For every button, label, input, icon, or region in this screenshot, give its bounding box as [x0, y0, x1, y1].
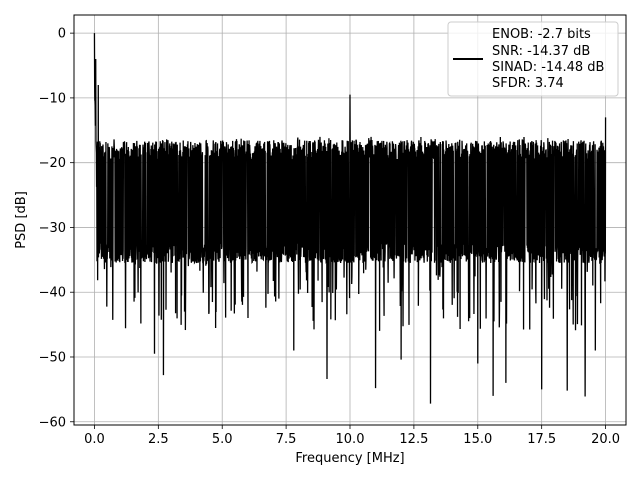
y-axis-label: PSD [dB]	[14, 191, 29, 249]
x-axis-label: Frequency [MHz]	[295, 451, 404, 466]
legend-sfdr: SFDR: 3.74	[492, 76, 564, 91]
y-tick-label: 0	[58, 27, 66, 42]
y-tick-label: −10	[39, 91, 66, 106]
legend: ENOB: -2.7 bits SNR: -14.37 dB SINAD: -1…	[447, 21, 619, 97]
x-tick-label: 12.5	[399, 432, 428, 447]
y-tick-label: −30	[39, 221, 66, 236]
legend-box	[447, 21, 619, 97]
x-tick-label: 0.0	[84, 432, 105, 447]
y-tick-label: −50	[39, 350, 66, 365]
y-tick-label: −60	[39, 415, 66, 430]
x-tick-label: 7.5	[276, 432, 297, 447]
x-tick-label: 10.0	[336, 432, 365, 447]
y-tick-label: −40	[39, 286, 66, 301]
x-tick-label: 20.0	[591, 432, 620, 447]
y-tick-label: −20	[39, 156, 66, 171]
legend-snr: SNR: -14.37 dB	[492, 44, 590, 59]
y-axis-ticks: 0 −10 −20 −30 −40 −50 −60	[39, 27, 74, 430]
plot-area	[93, 33, 607, 404]
psd-series-line	[93, 33, 607, 404]
x-tick-label: 17.5	[527, 432, 556, 447]
x-tick-label: 5.0	[212, 432, 233, 447]
x-axis-ticks: 0.0 2.5 5.0 7.5 10.0 12.5 15.0 17.5 20.0	[84, 425, 620, 447]
legend-enob: ENOB: -2.7 bits	[492, 27, 591, 42]
x-tick-label: 2.5	[148, 432, 169, 447]
legend-sinad: SINAD: -14.48 dB	[492, 60, 604, 75]
x-tick-label: 15.0	[463, 432, 492, 447]
